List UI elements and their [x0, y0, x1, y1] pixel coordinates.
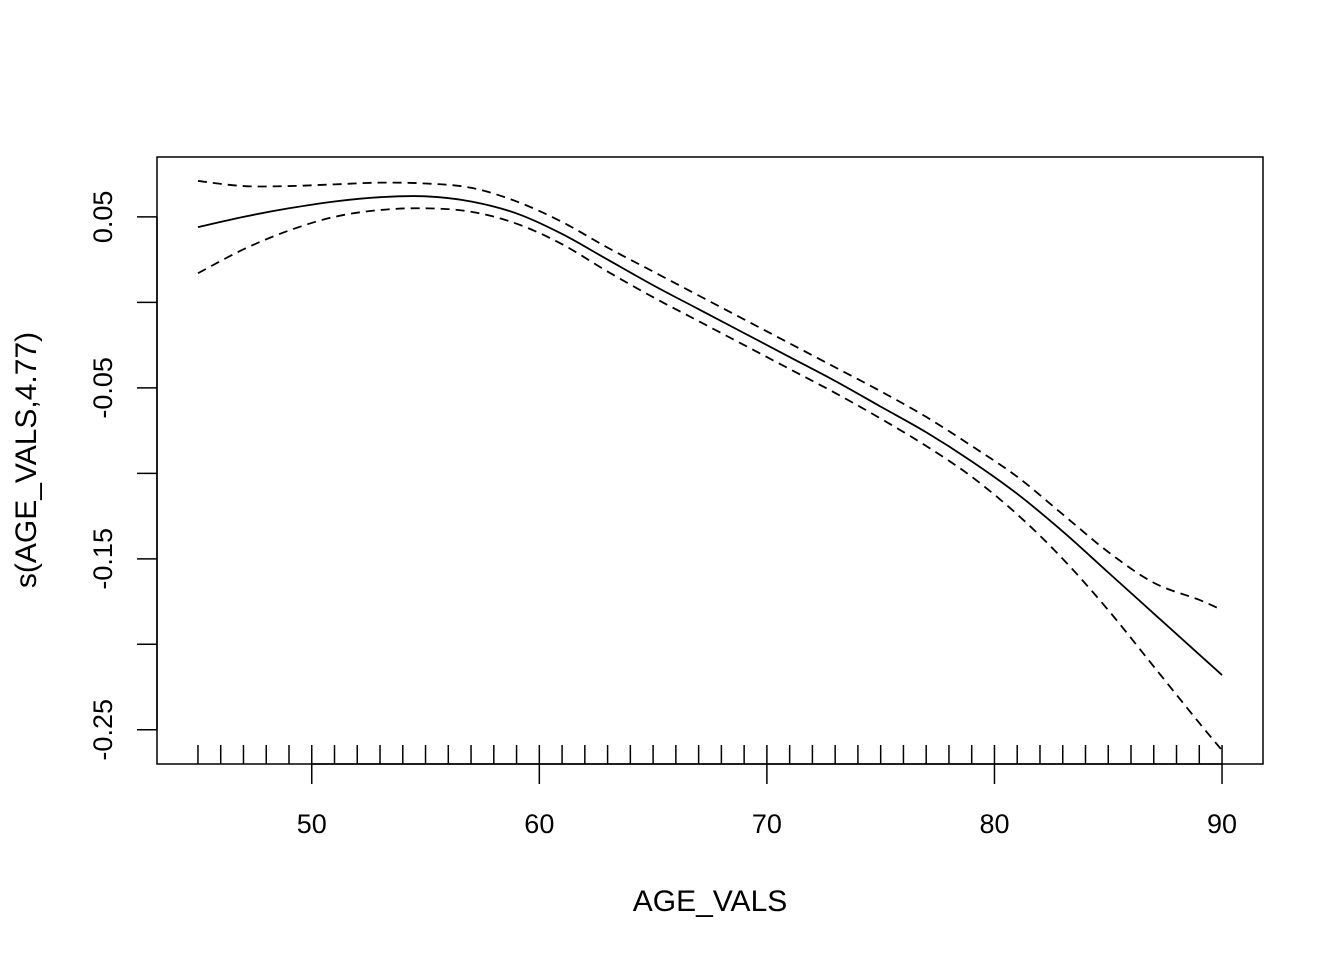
y-tick-label: -0.05 [88, 357, 118, 419]
x-axis-title: AGE_VALS [633, 885, 788, 918]
series-line-estimate [197, 195, 1223, 676]
rug-layer [197, 745, 1223, 764]
x-tick-label: 50 [297, 809, 327, 839]
y-tick-label: -0.15 [88, 528, 118, 590]
series-line-lower [197, 207, 1223, 751]
x-tick-label: 80 [979, 809, 1009, 839]
x-tick-label: 60 [524, 809, 554, 839]
y-tick-label: -0.25 [88, 699, 118, 761]
x-axis: 50 60 70 80 90 [297, 763, 1237, 839]
y-tick-label: 0.05 [88, 191, 118, 244]
y-axis-title: s(AGE_VALS,4.77) [10, 332, 43, 588]
series-layer [197, 180, 1223, 751]
x-tick-label: 90 [1207, 809, 1237, 839]
x-tick-label: 70 [752, 809, 782, 839]
y-axis: 0.05 -0.05 -0.15 -0.25 [88, 191, 158, 761]
